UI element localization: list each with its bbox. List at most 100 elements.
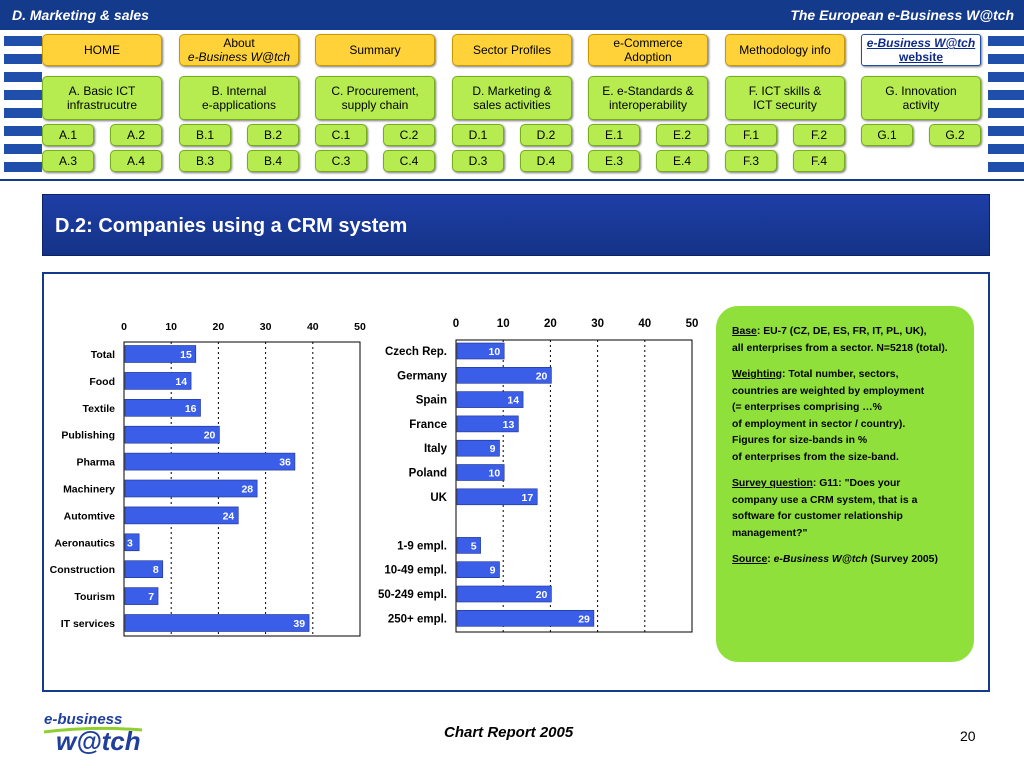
logo-text-top: e-business — [44, 711, 122, 728]
nav-a1[interactable]: A.1 — [42, 124, 94, 146]
summary-label: Summary — [349, 43, 401, 57]
navigation: HOME About e-Business W@tch Summary Sect… — [0, 30, 1024, 180]
nav-e3[interactable]: E.3 — [588, 150, 640, 172]
side-decoration — [4, 36, 42, 46]
logo-swoosh — [43, 726, 143, 734]
nav-e2-label: E.2 — [672, 128, 691, 142]
survey-label: Survey question — [732, 478, 813, 489]
nav-c2-label: C.2 — [399, 128, 419, 142]
info-box: Base: EU-7 (CZ, DE, ES, FR, IT, PL, UK),… — [716, 306, 974, 662]
nav-c2[interactable]: C.2 — [383, 124, 435, 146]
source-name: e-Business W@tch — [773, 554, 868, 565]
section-e-button[interactable]: E. e-Standards & interoperability — [588, 76, 708, 120]
website-label: website — [898, 50, 943, 64]
nav-e2[interactable]: E.2 — [656, 124, 708, 146]
site-title: The European e-Business W@tch — [790, 7, 1014, 23]
nav-d3[interactable]: D.3 — [452, 150, 504, 172]
nav-a4[interactable]: A.4 — [110, 150, 162, 172]
source-sep: : — [767, 554, 774, 565]
nav-d3-label: D.3 — [468, 154, 488, 168]
ebusiness-watch-logo: e-business w@tch — [43, 711, 143, 756]
weighting-line-6: of enterprises from the size-band. — [732, 451, 899, 463]
base-label: Base — [732, 326, 757, 337]
base-text: : EU-7 (CZ, DE, ES, FR, IT, PL, UK), — [756, 326, 927, 337]
nav-b3-label: B.3 — [195, 154, 214, 168]
section-f-button[interactable]: F. ICT skills & ICT security — [725, 76, 845, 120]
weighting-label: Weighting — [732, 369, 783, 380]
nav-e1-label: E.1 — [604, 128, 623, 142]
nav-d1[interactable]: D.1 — [452, 124, 504, 146]
nav-a2-label: A.2 — [126, 128, 145, 142]
weighting-line-1: : Total number, sectors, — [782, 369, 899, 380]
nav-b2[interactable]: B.2 — [247, 124, 299, 146]
nav-c1[interactable]: C.1 — [315, 124, 367, 146]
ecommerce-adoption-label: e-Commerce Adoption — [613, 36, 683, 64]
side-decoration — [988, 162, 1024, 172]
ecommerce-adoption-button[interactable]: e-Commerce Adoption — [588, 34, 708, 66]
sector-profiles-label: Sector Profiles — [472, 43, 552, 57]
section-c-button[interactable]: C. Procurement, supply chain — [315, 76, 435, 120]
nav-a1-label: A.1 — [58, 128, 77, 142]
summary-button[interactable]: Summary — [315, 34, 435, 66]
nav-b1[interactable]: B.1 — [179, 124, 231, 146]
section-a-button[interactable]: A. Basic ICT infrastrucutre — [42, 76, 162, 120]
section-d-button[interactable]: D. Marketing & sales activities — [452, 76, 572, 120]
logo-text-bottom: w@tch — [56, 726, 141, 756]
weighting-line-3: (= enterprises comprising …% — [732, 402, 882, 413]
about-button[interactable]: About e-Business W@tch — [179, 34, 299, 66]
section-b-label: B. Internal e-applications — [201, 84, 277, 112]
report-title: Chart Report 2005 — [444, 724, 574, 741]
nav-d4-label: D.4 — [536, 154, 556, 168]
survey-line-3: software for customer relationship — [732, 511, 903, 522]
nav-e4[interactable]: E.4 — [656, 150, 708, 172]
survey-line-2: company use a CRM system, that is a — [732, 494, 918, 506]
nav-d4[interactable]: D.4 — [520, 150, 572, 172]
sector-profiles-button[interactable]: Sector Profiles — [452, 34, 572, 66]
section-d-label: D. Marketing & sales activities — [472, 84, 552, 112]
nav-g1[interactable]: G.1 — [861, 124, 913, 146]
nav-b4[interactable]: B.4 — [247, 150, 299, 172]
weighting-line-2: countries are weighted by employment — [732, 385, 925, 397]
nav-c4[interactable]: C.4 — [383, 150, 435, 172]
about-brand-label: e-Business W@tch — [187, 50, 291, 64]
home-button[interactable]: HOME — [42, 34, 162, 66]
weighting-line-5: Figures for size-bands in % — [732, 435, 868, 446]
nav-c1-label: C.1 — [331, 128, 351, 142]
nav-a3[interactable]: A.3 — [42, 150, 94, 172]
nav-f3[interactable]: F.3 — [725, 150, 777, 172]
nav-d1-label: D.1 — [468, 128, 488, 142]
nav-b1-label: B.1 — [195, 128, 214, 142]
side-decoration — [988, 108, 1024, 118]
side-decoration — [988, 90, 1024, 100]
nav-a2[interactable]: A.2 — [110, 124, 162, 146]
page-title: D.2: Companies using a CRM system — [55, 215, 408, 237]
nav-f4[interactable]: F.4 — [793, 150, 845, 172]
website-link[interactable]: e-Business W@tch website — [861, 34, 981, 66]
nav-d2-label: D.2 — [536, 128, 556, 142]
nav-a3-label: A.3 — [58, 154, 77, 168]
nav-c4-label: C.4 — [399, 154, 419, 168]
methodology-button[interactable]: Methodology info — [725, 34, 845, 66]
survey-line-1: : G11: "Does your — [812, 478, 901, 489]
side-decoration — [4, 108, 42, 118]
website-brand-label: e-Business W@tch — [866, 36, 976, 50]
nav-f1-label: F.1 — [742, 128, 759, 142]
nav-b3[interactable]: B.3 — [179, 150, 231, 172]
section-b-button[interactable]: B. Internal e-applications — [179, 76, 299, 120]
nav-f4-label: F.4 — [810, 154, 827, 168]
nav-c3-label: C.3 — [331, 154, 351, 168]
about-label: About — [223, 36, 255, 50]
side-decoration — [4, 54, 42, 64]
section-g-label: G. Innovation activity — [885, 84, 957, 112]
nav-g2-label: G.2 — [945, 128, 965, 142]
nav-b2-label: B.2 — [263, 128, 282, 142]
side-decoration — [988, 36, 1024, 46]
nav-e1[interactable]: E.1 — [588, 124, 640, 146]
source-label: Source — [732, 554, 768, 565]
nav-f2[interactable]: F.2 — [793, 124, 845, 146]
nav-g2[interactable]: G.2 — [929, 124, 981, 146]
nav-c3[interactable]: C.3 — [315, 150, 367, 172]
section-g-button[interactable]: G. Innovation activity — [861, 76, 981, 120]
nav-f1[interactable]: F.1 — [725, 124, 777, 146]
nav-d2[interactable]: D.2 — [520, 124, 572, 146]
